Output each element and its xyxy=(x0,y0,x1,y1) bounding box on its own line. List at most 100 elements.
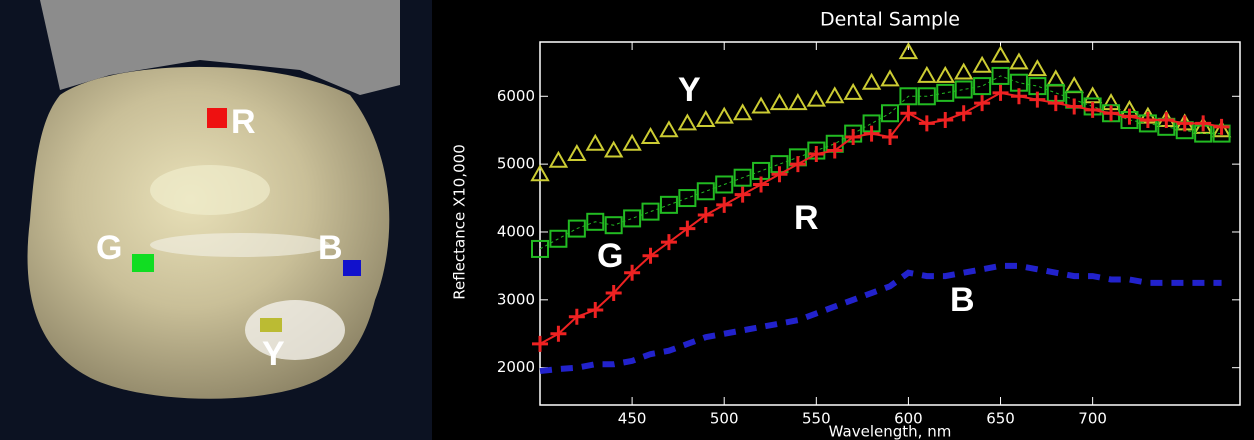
marker xyxy=(548,150,569,168)
marker xyxy=(679,220,696,237)
marker xyxy=(605,285,622,302)
marker xyxy=(955,105,972,122)
marker xyxy=(990,45,1011,63)
highlight xyxy=(150,233,330,257)
x-tick-label: 600 xyxy=(894,410,923,428)
marker xyxy=(641,202,660,221)
marker xyxy=(826,142,843,159)
marker xyxy=(732,103,753,121)
x-tick-label: 450 xyxy=(618,410,647,428)
photo: R G B Y xyxy=(0,0,432,440)
marker xyxy=(974,95,991,112)
marker xyxy=(845,128,862,145)
marker xyxy=(1082,86,1103,104)
marker xyxy=(991,66,1010,85)
marker xyxy=(788,93,808,111)
marker-r xyxy=(207,108,227,128)
marker xyxy=(898,42,919,60)
y-tick-label: 6000 xyxy=(497,87,535,105)
marker xyxy=(568,308,585,325)
marker xyxy=(623,209,642,228)
marker xyxy=(1176,115,1193,132)
marker xyxy=(769,93,790,111)
marker xyxy=(753,176,770,193)
marker xyxy=(936,83,955,102)
marker xyxy=(917,65,937,83)
marker xyxy=(697,207,714,224)
marker xyxy=(953,62,974,80)
marker xyxy=(567,143,587,161)
marker xyxy=(733,168,752,187)
marker xyxy=(642,247,659,264)
cloth xyxy=(40,0,400,95)
x-tick-label: 650 xyxy=(986,410,1015,428)
marker xyxy=(603,140,624,158)
series-line xyxy=(539,75,1222,250)
marker xyxy=(660,234,677,251)
marker xyxy=(751,96,771,114)
marker xyxy=(917,87,936,106)
marker-y xyxy=(260,318,282,332)
photo-label: R xyxy=(231,103,256,141)
x-tick-label: 500 xyxy=(710,410,739,428)
marker xyxy=(1066,98,1083,115)
marker xyxy=(659,120,679,138)
marker xyxy=(861,72,882,90)
y-tick-label: 5000 xyxy=(497,155,535,173)
marker xyxy=(604,216,623,235)
series-label: B xyxy=(950,281,975,319)
marker xyxy=(825,86,845,104)
series-label: G xyxy=(597,237,623,275)
marker xyxy=(696,110,716,128)
photo-label: G xyxy=(96,229,122,267)
marker xyxy=(714,106,734,124)
marker xyxy=(530,164,550,182)
marker xyxy=(972,55,992,73)
marker xyxy=(677,113,698,131)
marker xyxy=(1213,118,1230,135)
marker xyxy=(881,104,899,123)
marker xyxy=(715,175,734,194)
marker xyxy=(937,112,954,129)
marker xyxy=(716,196,733,213)
marker xyxy=(1103,105,1120,122)
x-tick-label: 700 xyxy=(1078,410,1107,428)
highlight xyxy=(150,165,270,215)
y-tick-label: 2000 xyxy=(497,358,535,376)
series-label: Y xyxy=(678,71,701,109)
marker xyxy=(531,239,549,258)
marker xyxy=(954,80,973,99)
marker xyxy=(1139,112,1156,129)
marker xyxy=(935,65,955,83)
series-label: R xyxy=(794,199,819,237)
marker xyxy=(1121,108,1138,125)
marker xyxy=(1211,120,1232,138)
marker xyxy=(678,189,697,208)
marker-g xyxy=(132,254,154,272)
marker xyxy=(696,182,715,201)
y-axis-title: Reflectance X10,000 xyxy=(451,144,469,300)
marker xyxy=(1010,88,1027,105)
marker xyxy=(1046,69,1066,87)
marker xyxy=(622,133,642,151)
plot-frame xyxy=(539,41,1241,406)
y-tick-label: 4000 xyxy=(497,222,535,240)
marker xyxy=(1029,91,1046,108)
chart-title: Dental Sample xyxy=(820,9,960,31)
highlight xyxy=(245,300,345,360)
marker xyxy=(789,156,806,173)
marker xyxy=(734,186,751,203)
marker xyxy=(659,195,678,214)
marker xyxy=(1027,59,1048,77)
marker xyxy=(880,69,900,87)
marker xyxy=(1009,52,1029,70)
marker xyxy=(532,335,548,352)
marker xyxy=(882,128,898,145)
marker xyxy=(806,89,827,107)
photo-label: B xyxy=(318,229,343,267)
marker xyxy=(1064,76,1084,94)
marker xyxy=(843,82,863,100)
marker xyxy=(863,125,880,142)
marker xyxy=(900,105,917,122)
